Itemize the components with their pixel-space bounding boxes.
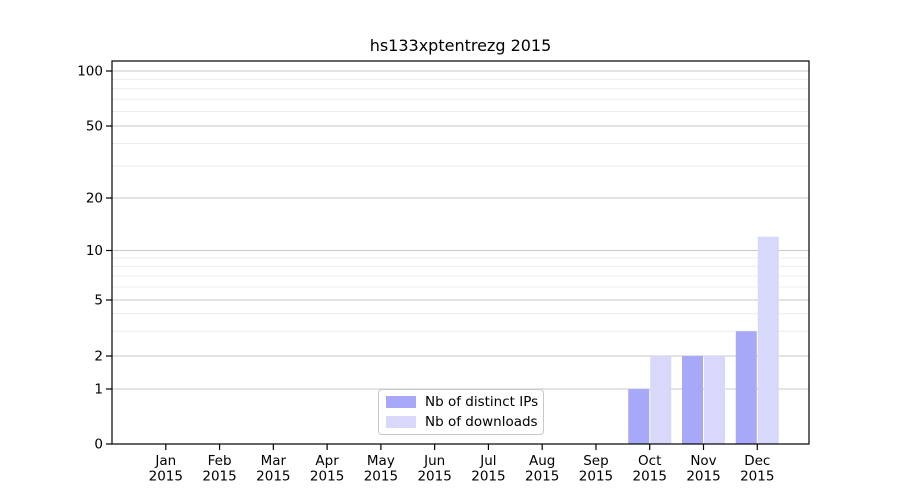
x-tick-label-mar: Mar 2015: [256, 453, 290, 485]
bar-downloads-dec: [757, 236, 779, 444]
plot-border: [111, 60, 810, 445]
x-tick-label-sep: Sep 2015: [579, 453, 613, 485]
x-tick-label-apr: Apr 2015: [310, 453, 344, 485]
y-tick-label-10: 10: [86, 243, 103, 259]
y-tick-label-5: 5: [94, 293, 103, 309]
legend-label-downloads: Nb of downloads: [425, 414, 538, 430]
legend: Nb of distinct IPs Nb of downloads: [378, 389, 544, 435]
legend-label-distinct-ips: Nb of distinct IPs: [425, 394, 539, 410]
x-tick-label-jun: Jun 2015: [417, 453, 451, 485]
x-tick-label-oct: Oct 2015: [633, 453, 667, 485]
bar-downloads-oct: [650, 356, 672, 444]
bar-distinct-ips-dec: [735, 331, 757, 444]
x-tick-label-may: May 2015: [364, 453, 398, 485]
bar-distinct-ips-nov: [682, 356, 703, 444]
chart-title: hs133xptentrezg 2015: [369, 36, 552, 55]
x-tick-label-dec: Dec 2015: [740, 453, 774, 485]
downloads-swatch-icon: [386, 416, 416, 428]
y-tick-label-20: 20: [86, 191, 103, 207]
y-tick-label-0: 0: [94, 437, 103, 453]
y-tick-label-50: 50: [86, 119, 103, 135]
legend-item-distinct-ips: Nb of distinct IPs: [386, 394, 539, 411]
distinct-ips-swatch-icon: [386, 396, 416, 408]
bar-distinct-ips-oct: [628, 389, 650, 444]
x-tick-label-aug: Aug 2015: [525, 453, 559, 485]
x-tick-label-feb: Feb 2015: [202, 453, 236, 485]
legend-item-downloads: Nb of downloads: [386, 414, 538, 431]
x-tick-label-nov: Nov 2015: [686, 453, 720, 485]
y-tick-label-1: 1: [94, 382, 103, 398]
y-tick-label-100: 100: [77, 64, 103, 80]
x-tick-label-jan: Jan 2015: [149, 453, 183, 485]
x-tick-label-jul: Jul 2015: [471, 453, 505, 485]
y-tick-label-2: 2: [94, 349, 103, 365]
bar-downloads-nov: [704, 356, 725, 444]
